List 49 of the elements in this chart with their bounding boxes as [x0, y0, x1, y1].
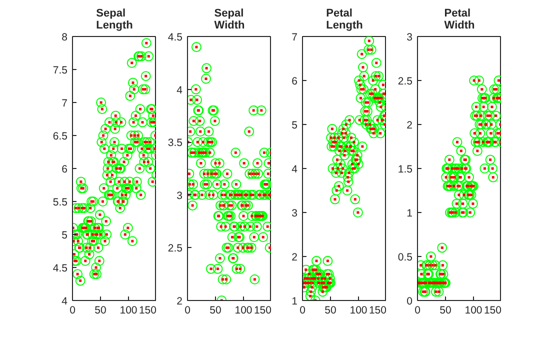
- chart-title: Sepal Width: [214, 8, 245, 32]
- y-tick-label: 4: [292, 164, 298, 176]
- y-tick-label: 1: [292, 296, 298, 308]
- y-tick-label: 2.5: [398, 76, 413, 88]
- x-tick-label: 0: [70, 304, 76, 316]
- y-tick-label: 4: [62, 296, 68, 308]
- y-tick-label: 2: [406, 120, 413, 132]
- chart-title: Petal Width: [444, 8, 475, 32]
- x-tick-label: 150: [138, 304, 157, 316]
- y-tick-label: 6: [292, 76, 298, 88]
- x-tick-label: 100: [234, 304, 252, 316]
- x-tick-label: 150: [254, 304, 272, 316]
- x-tick-label: 100: [350, 304, 368, 316]
- x-tick-label: 100: [464, 304, 482, 316]
- x-tick-label: 0: [414, 304, 421, 316]
- x-tick-label: 0: [300, 304, 306, 316]
- x-tick-label: 50: [440, 304, 452, 316]
- y-tick-label: 8: [62, 32, 68, 44]
- x-tick-label: 0: [184, 304, 191, 316]
- y-tick-label: 2.5: [168, 242, 183, 255]
- y-tick-label: 7: [292, 32, 298, 44]
- y-tick-label: 3: [292, 208, 298, 220]
- y-tick-label: 5: [62, 230, 68, 242]
- y-tick-label: 3: [176, 190, 183, 202]
- x-tick-label: 50: [210, 304, 222, 316]
- y-tick-label: 1.5: [398, 164, 413, 176]
- y-tick-label: 7: [62, 98, 68, 110]
- y-tick-label: 6: [62, 164, 68, 176]
- y-tick-label: 5.5: [52, 196, 68, 208]
- chart-title: Sepal Length: [96, 8, 134, 32]
- y-tick-label: 3: [406, 32, 413, 44]
- y-tick-label: 1: [406, 208, 413, 220]
- y-tick-label: 2: [292, 252, 298, 264]
- y-tick-label: 3.5: [168, 137, 183, 150]
- y-tick-label: 4.5: [52, 262, 68, 274]
- y-tick-label: 4.5: [168, 32, 183, 44]
- x-tick-label: 150: [484, 304, 502, 316]
- x-tick-label: 100: [120, 304, 138, 316]
- y-tick-label: 4: [176, 84, 183, 96]
- y-tick-label: 7.5: [52, 64, 68, 76]
- x-tick-label: 150: [368, 304, 387, 316]
- y-tick-label: 0: [406, 296, 413, 308]
- y-tick-label: 6.5: [52, 130, 68, 142]
- x-tick-label: 50: [94, 304, 106, 316]
- y-tick-label: 5: [292, 120, 298, 132]
- y-tick-label: 0.5: [398, 252, 413, 264]
- y-tick-label: 2: [176, 296, 183, 308]
- x-tick-label: 50: [324, 304, 336, 316]
- chart-title: Petal Length: [326, 8, 364, 32]
